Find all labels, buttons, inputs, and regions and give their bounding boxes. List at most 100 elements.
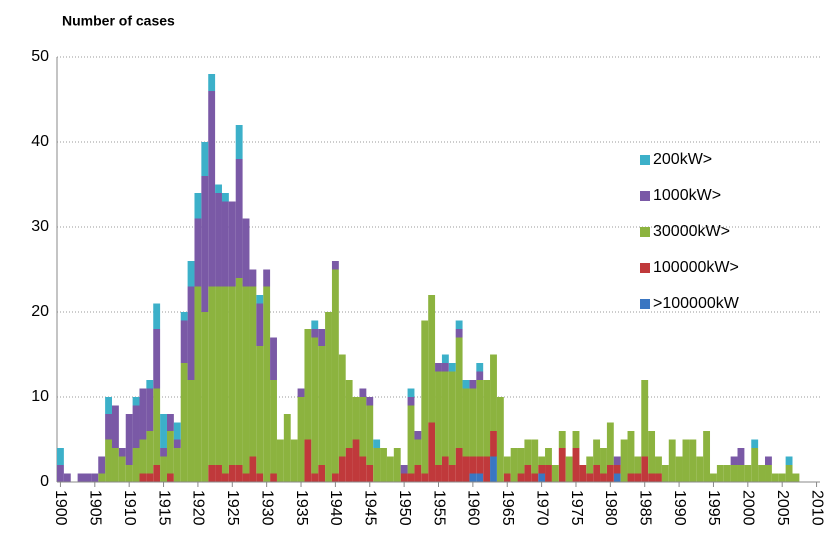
bar-segment [448,371,456,465]
bar-segment [359,388,367,397]
bar-segment [737,465,745,482]
bar-segment [249,269,257,287]
bar-segment [366,465,374,482]
bar-segment [435,465,442,482]
bar-segment [105,439,112,482]
x-tick-label: 1985 [636,490,653,526]
x-tick-label: 1990 [671,490,688,526]
bar-segment [661,465,669,482]
bar-segment [160,456,167,482]
bar-segment [483,380,491,457]
bar-segment [476,363,484,372]
bar-segment [153,465,161,482]
bar-segment [345,380,353,448]
bar-segment [641,380,649,457]
bar-segment [689,439,697,482]
bar-segment [407,397,415,406]
bar-segment [221,286,229,474]
bar-segment [153,303,161,329]
chart-title: Number of cases [62,13,175,29]
bar-segment [311,473,319,482]
bar-segment [173,448,181,482]
x-tick-label: 1930 [258,490,275,526]
bar-segment [366,397,374,406]
x-tick-label: 1955 [430,490,447,526]
x-tick-label: 1950 [396,490,413,526]
bar-segment [338,354,346,457]
bar-segment [682,439,690,482]
bar-segment [91,473,99,482]
bar-segment [710,473,717,482]
bar-segment [490,354,497,431]
bar-segment [744,465,752,482]
bar-segment [352,397,360,440]
y-tick-label: 20 [31,303,49,320]
bar-segment [531,473,539,482]
bar-segment [366,405,374,465]
bar-segment [359,397,367,457]
bar-segment [565,456,573,482]
bar-segment [146,473,154,482]
x-tick-label: 1970 [533,490,550,526]
bar-segment [318,346,326,465]
bar-segment [503,456,511,474]
bar-segment [455,448,463,482]
x-tick-label: 1965 [499,490,516,526]
bar-segment [648,473,656,482]
bar-segment [620,439,628,482]
bar-segment [194,193,202,219]
bar-segment [345,448,353,482]
bar-segment [331,473,339,482]
bar-segment [242,218,250,287]
bar-segment [400,473,408,482]
bar-segment [125,414,133,465]
legend-swatch [640,155,650,165]
bar-segment [476,371,484,380]
bar-segment [139,388,147,440]
bar-segment [132,397,140,406]
bar-segment [730,456,738,465]
x-tick-label: 2000 [740,490,757,526]
bar-segment [792,473,800,482]
legend-label: 30000kW> [653,223,730,240]
bar-segment [558,431,566,448]
bar-segment [318,329,326,346]
bar-segment [153,388,161,465]
bar-segment [593,439,601,465]
bar-segment [166,414,174,431]
bar-segment [510,448,518,482]
x-tick-label: 1975 [568,490,585,526]
bar-segment [98,456,106,474]
bar-segment [215,184,222,193]
legend-swatch [640,191,650,201]
bar-segment [634,473,642,482]
bar-segment [421,320,429,474]
bar-segment [593,465,601,482]
bar-segment [469,473,477,482]
bar-segment [545,448,552,465]
bar-segment [414,465,422,482]
bar-segment [490,456,497,482]
bar-segment [338,456,346,482]
bar-segment [221,473,229,482]
bar-segment [613,465,621,474]
bar-segment [146,431,154,474]
x-tick-label: 1915 [155,490,172,526]
bar-segment [228,465,236,482]
bar-segment [235,465,243,482]
bar-segment [469,456,477,474]
bar-segment [455,329,463,338]
bar-segment [132,448,140,482]
bar-segment [187,286,195,380]
bar-segment [407,405,415,474]
legend-label: 100000kW> [653,259,739,276]
bar-segment [641,456,649,482]
bar-segment [716,465,724,482]
bar-segment [600,448,607,474]
bar-segment [380,448,387,482]
y-tick-label: 0 [40,473,49,490]
bar-segment [270,473,277,482]
bar-segment [304,329,312,440]
bar-segment [297,388,305,397]
bar-segment [270,337,277,380]
